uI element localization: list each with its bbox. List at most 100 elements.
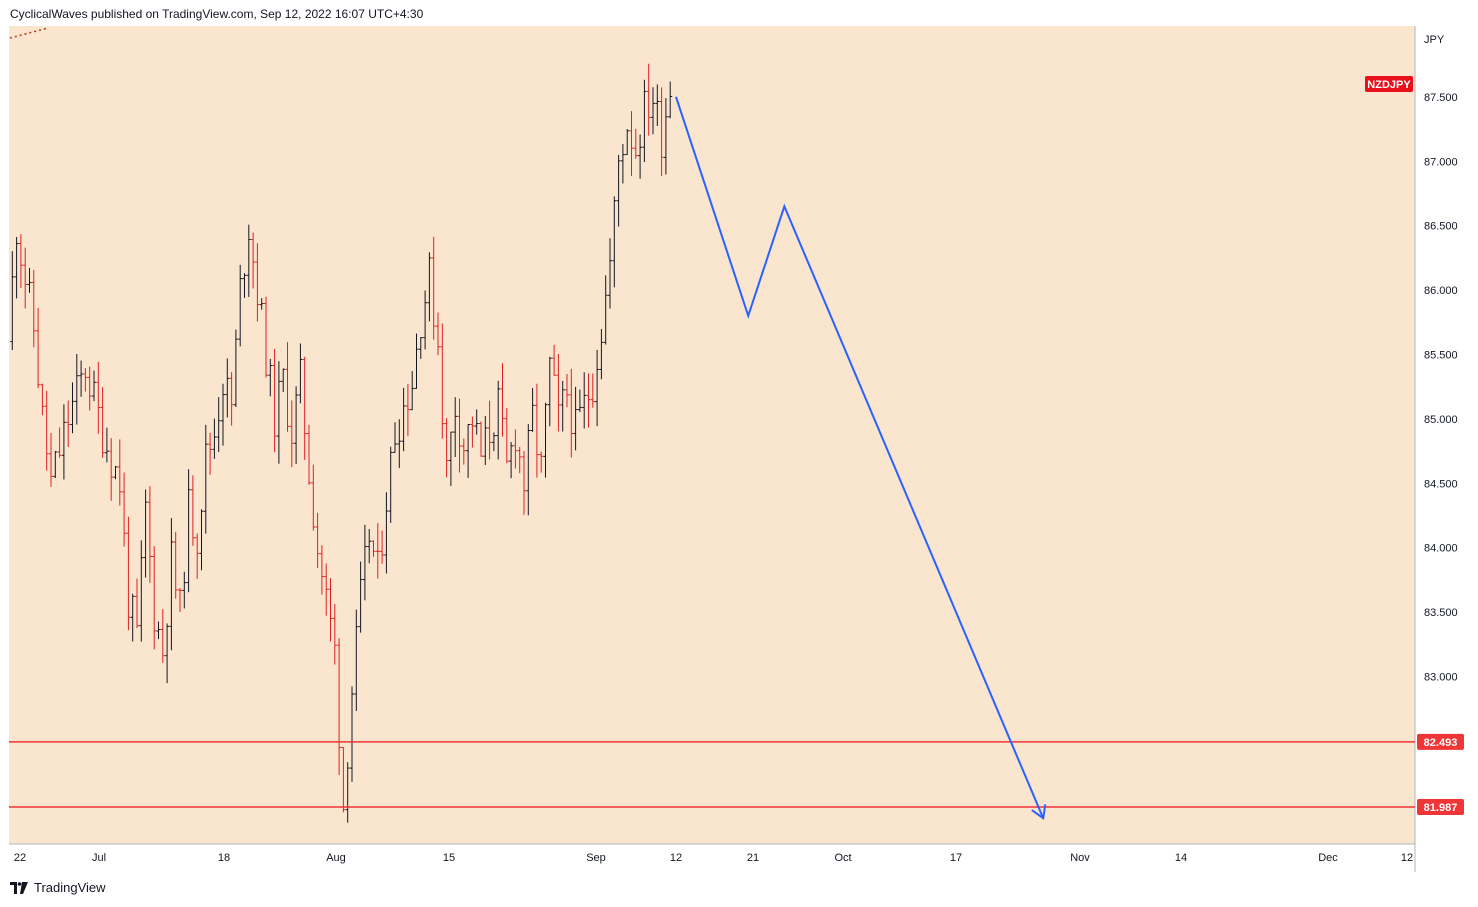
ohlc-bar bbox=[61, 404, 66, 480]
plot-border bbox=[9, 26, 1416, 872]
ohlc-bar bbox=[608, 238, 612, 309]
ohlc-bar bbox=[393, 422, 397, 453]
ohlc-bar bbox=[440, 323, 445, 439]
time-tick-label: 14 bbox=[1175, 852, 1187, 864]
ohlc-bar bbox=[504, 407, 509, 464]
ohlc-bar bbox=[199, 509, 204, 571]
projection-arrowhead bbox=[1031, 804, 1047, 820]
ohlc-bar bbox=[401, 387, 406, 452]
ohlc-bar bbox=[418, 336, 423, 359]
price-tick-label: 86.500 bbox=[1424, 221, 1458, 233]
ohlc-bar bbox=[487, 400, 492, 460]
ohlc-bar bbox=[221, 383, 225, 446]
ohlc-bar bbox=[233, 329, 238, 408]
ohlc-bar bbox=[268, 358, 273, 397]
ohlc-bar bbox=[423, 290, 428, 350]
ohlc-bar bbox=[238, 264, 243, 347]
time-tick-label: Jul bbox=[92, 852, 106, 864]
ohlc-bar bbox=[470, 416, 475, 448]
ohlc-bar bbox=[216, 397, 221, 452]
ohlc-bar bbox=[354, 609, 359, 712]
time-axis[interactable]: 22 Jul 18 Aug 15 Sep 12 21 Oct 17 Nov 14 Dec 12 bbox=[14, 852, 1413, 864]
ohlc-bar bbox=[380, 530, 385, 564]
ohlc-bar bbox=[547, 356, 552, 427]
ohlc-bar bbox=[431, 236, 436, 340]
ohlc-bar bbox=[324, 563, 329, 616]
ohlc-bar bbox=[190, 475, 195, 546]
ohlc-bar bbox=[246, 224, 251, 297]
price-axis[interactable]: JPY 83.000 83.500 84.000 84.500 85.000 85.500 8… bbox=[1424, 34, 1458, 684]
ohlc-bar bbox=[496, 380, 501, 460]
ohlc-bars bbox=[10, 63, 673, 823]
ohlc-bar bbox=[44, 390, 49, 471]
time-tick-label: 17 bbox=[950, 852, 962, 864]
ohlc-bar bbox=[388, 446, 393, 523]
ohlc-bar bbox=[294, 386, 299, 465]
tradingview-logo-icon bbox=[10, 881, 28, 894]
ohlc-bar bbox=[642, 79, 647, 163]
ohlc-bar bbox=[362, 524, 367, 601]
ohlc-bar bbox=[565, 373, 569, 408]
ohlc-bar bbox=[517, 446, 522, 474]
ohlc-bar bbox=[375, 523, 380, 579]
ohlc-bar bbox=[461, 438, 466, 465]
ohlc-bar bbox=[530, 388, 535, 432]
ohlc-bar bbox=[79, 360, 84, 397]
ohlc-bar bbox=[539, 451, 544, 473]
ohlc-bar bbox=[655, 84, 660, 126]
ohlc-bar bbox=[522, 450, 526, 515]
ohlc-bar bbox=[255, 243, 260, 322]
price-tick-label: 83.500 bbox=[1424, 607, 1458, 619]
ohlc-bar bbox=[625, 129, 630, 156]
ohlc-bar bbox=[156, 621, 161, 640]
projection-line[interactable] bbox=[675, 96, 1045, 819]
ohlc-bar bbox=[616, 154, 621, 227]
ohlc-bar bbox=[337, 638, 342, 775]
price-badges: 82.493 81.987 NZDJPY bbox=[1365, 75, 1464, 816]
price-tick-label: 84.500 bbox=[1424, 478, 1458, 490]
ohlc-bar bbox=[659, 87, 664, 177]
ohlc-bar bbox=[332, 603, 337, 665]
ohlc-bar bbox=[53, 450, 58, 479]
ohlc-bar bbox=[620, 143, 625, 184]
ohlc-bar bbox=[341, 746, 346, 813]
horizontal-levels[interactable] bbox=[9, 741, 1415, 808]
ohlc-bar bbox=[122, 472, 127, 547]
ohlc-bar bbox=[590, 373, 595, 408]
time-tick-label: 21 bbox=[747, 852, 759, 864]
ohlc-bar bbox=[186, 469, 191, 593]
ohlc-bar bbox=[668, 81, 673, 119]
time-tick-label: Oct bbox=[834, 852, 851, 864]
ohlc-bar bbox=[491, 432, 496, 452]
ohlc-bar bbox=[173, 531, 178, 599]
ohlc-bar bbox=[345, 762, 350, 823]
ohlc-bar bbox=[83, 368, 88, 392]
ohlc-bar bbox=[147, 486, 152, 583]
brand-footer[interactable]: TradingView bbox=[10, 880, 106, 895]
ohlc-bar bbox=[629, 111, 634, 176]
ohlc-bar bbox=[444, 418, 449, 478]
ohlc-bar bbox=[328, 578, 333, 642]
ohlc-bar bbox=[405, 383, 410, 437]
ohlc-bar bbox=[319, 545, 324, 595]
level-label: 82.493 bbox=[1424, 737, 1458, 749]
ohlc-bar bbox=[573, 386, 578, 451]
currency-label: JPY bbox=[1424, 34, 1445, 46]
time-tick-label: Sep bbox=[586, 852, 606, 864]
projection-path[interactable] bbox=[675, 96, 1047, 820]
ohlc-bar bbox=[259, 298, 264, 310]
ohlc-bar bbox=[109, 438, 114, 501]
price-tick-label: 87.000 bbox=[1424, 156, 1458, 168]
dotted-line-fragment bbox=[9, 27, 49, 39]
level-label: 81.987 bbox=[1424, 802, 1458, 814]
ohlc-bar bbox=[646, 63, 651, 136]
ohlc-bar bbox=[509, 442, 514, 479]
brand-name: TradingView bbox=[34, 880, 106, 895]
ohlc-bar bbox=[483, 416, 488, 466]
ohlc-bar bbox=[569, 368, 574, 458]
symbol-label: NZDJPY bbox=[1367, 79, 1411, 91]
ohlc-bar bbox=[169, 518, 174, 651]
ohlc-bar bbox=[92, 370, 96, 402]
ohlc-bar bbox=[315, 512, 320, 569]
